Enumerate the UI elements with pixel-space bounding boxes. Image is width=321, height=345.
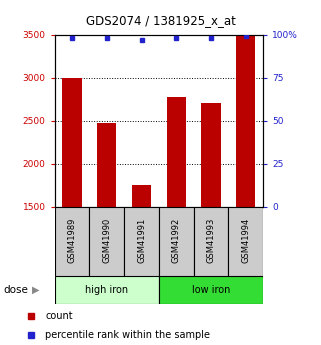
Text: GSM41991: GSM41991 xyxy=(137,217,146,263)
Bar xyxy=(159,207,194,276)
Bar xyxy=(62,78,82,207)
Text: GDS2074 / 1381925_x_at: GDS2074 / 1381925_x_at xyxy=(86,14,235,27)
Text: GSM41989: GSM41989 xyxy=(67,217,76,263)
Bar xyxy=(97,123,116,207)
Bar xyxy=(89,207,124,276)
Bar xyxy=(55,276,159,304)
Bar xyxy=(229,207,263,276)
Bar xyxy=(167,97,186,207)
Text: count: count xyxy=(46,311,73,321)
Text: GSM41994: GSM41994 xyxy=(241,217,250,263)
Bar xyxy=(124,207,159,276)
Text: GSM41993: GSM41993 xyxy=(206,217,216,263)
Text: GSM41990: GSM41990 xyxy=(102,217,111,263)
Text: low iron: low iron xyxy=(192,285,230,295)
Bar xyxy=(159,276,263,304)
Text: ▶: ▶ xyxy=(32,285,39,295)
Bar xyxy=(132,186,151,207)
Bar xyxy=(236,36,256,207)
Text: percentile rank within the sample: percentile rank within the sample xyxy=(46,330,211,339)
Bar xyxy=(202,104,221,207)
Bar xyxy=(194,207,229,276)
Text: dose: dose xyxy=(3,285,28,295)
Text: high iron: high iron xyxy=(85,285,128,295)
Bar xyxy=(55,207,89,276)
Text: GSM41992: GSM41992 xyxy=(172,217,181,263)
